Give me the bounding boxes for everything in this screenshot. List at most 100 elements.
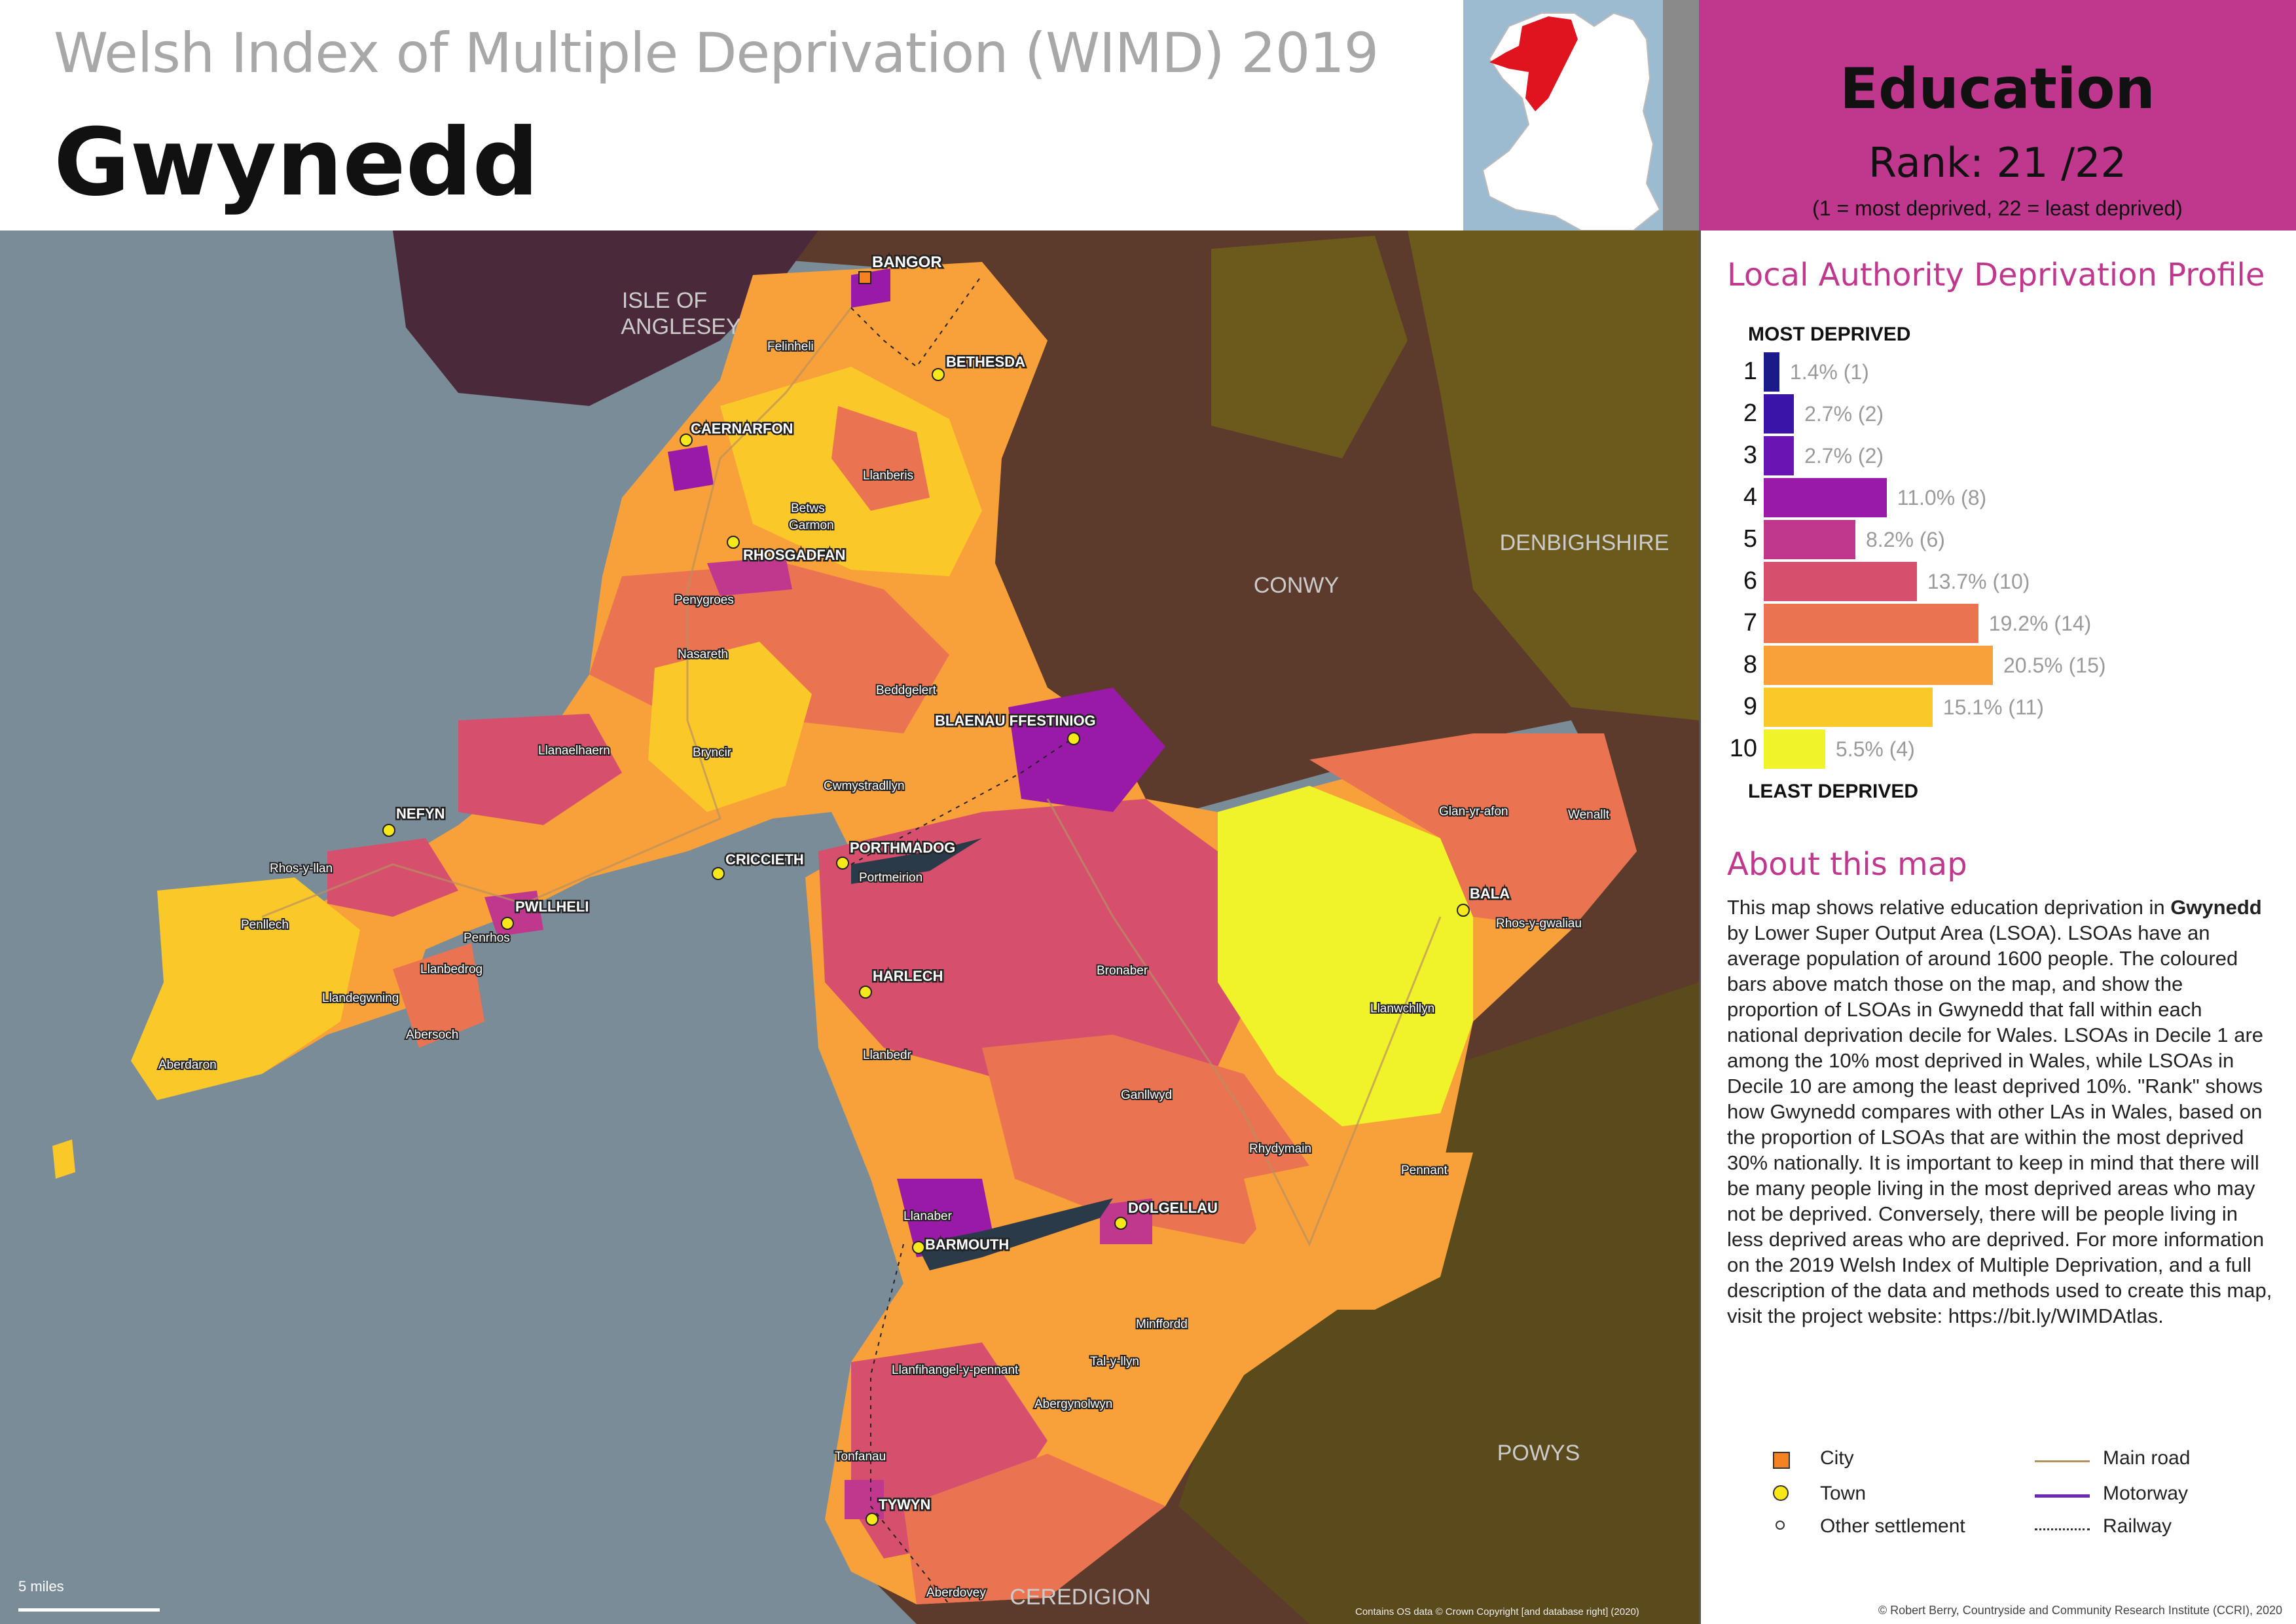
header: Welsh Index of Multiple Deprivation (WIM… [0,0,1463,232]
decile-percentage: 1.4% (1) [1789,360,1869,384]
town-label-tywyn: TYWYN [879,1496,930,1513]
settlement-label: Betws [791,502,825,515]
legend-other-settlement: Other settlement [1820,1515,1965,1537]
town-markers [382,368,1470,1526]
decile-bar [1764,604,1978,643]
railway [850,274,1081,1605]
town-label-nefyn: NEFYN [396,805,445,822]
decile-7-llanberis [831,406,930,511]
motorway-legend-icon [2035,1494,2090,1498]
decile-bar [1764,688,1933,727]
settlement-label: Garmon [789,519,834,532]
settlement-label: Penllech [241,918,289,932]
settlement-label: Aberdovey [926,1586,986,1600]
settlement-label: Llanfihangel-y-pennant [892,1363,1019,1377]
region-label-anglesey-1: ISLE OF [622,288,707,313]
decile-4-blaenau [1008,688,1165,812]
conwy-olive-area [1211,236,1408,458]
decile-percentage: 11.0% (8) [1897,486,1987,509]
town-label-dolgellau: DOLGELLAU [1128,1200,1218,1216]
town-label-criccieth: CRICCIETH [725,851,804,868]
map-title: Gwynedd [54,109,539,217]
decile-bar [1764,520,1855,559]
decile-9-llyn-west [131,877,360,1100]
rank-note: (1 = most deprived, 22 = least deprived) [1812,196,2183,220]
legend-town: Town [1820,1483,1867,1504]
decile-percentage: 20.5% (15) [2003,654,2106,677]
city-label-bangor: BANGOR [872,253,942,271]
region-label-powys: POWYS [1497,1441,1580,1466]
decile-number: 3 [1743,441,1757,469]
settlement-label: Llanbedr [863,1048,912,1062]
settlement-label: Llanberis [863,469,913,483]
settlement-label: Llanwchllyn [1370,1002,1434,1016]
decile-10-bala [1218,786,1473,1126]
settlement-label: Felinheli [767,340,814,354]
decile-percentage: 19.2% (14) [1988,612,2092,635]
decile-7-bala-east [1309,733,1637,930]
map-canvas: ISLE OF ANGLESEY CONWY DENBIGHSHIRE POWY… [18,231,1699,1624]
decile-number: 2 [1743,399,1757,427]
settlement-label: Wenallt [1568,808,1610,822]
town-label-pwllheli: PWLLHELI [515,898,589,915]
town-label-bala: BALA [1470,885,1510,902]
settlement-label: Pennant [1401,1164,1448,1177]
decile-number: 1 [1743,358,1757,385]
scale-label: 5 miles [18,1578,64,1595]
settlement-label: Aberdaron [158,1058,217,1072]
settlement-legend-icon [1776,1521,1785,1530]
settlement-label: Tal-y-llyn [1090,1355,1139,1369]
settlement-label: Rhos-y-llan [270,862,333,876]
settlement-label: Llanaber [903,1209,953,1223]
decile-5-rhosgadfan [707,557,792,596]
scale-bar [18,1608,160,1612]
mawddach-estuary [917,1198,1113,1270]
decile-bar [1764,436,1795,475]
main-road-east [1046,798,1442,1247]
region-label-denbighshire: DENBIGHSHIRE [1500,530,1669,555]
settlement-label: Llandegwning [322,991,399,1005]
gwynedd-highlight [1489,16,1578,111]
settlement-label: Beddgelert [876,684,937,697]
decile-number: 6 [1743,567,1757,595]
decile-number: 4 [1743,483,1757,511]
legend-city: City [1820,1447,1854,1469]
legend-motorway: Motorway [2103,1483,2189,1504]
settlement-label: Minffordd [1136,1318,1188,1331]
town-label-caernarfon: CAERNARFON [691,420,793,437]
decile-bar [1764,352,1779,392]
railway-legend-icon [2035,1528,2090,1530]
about-text-part: by Lower Super Output Area (LSOA). LSOAs… [1727,921,2272,1327]
settlement-label: Llanbedrog [420,963,483,976]
settlement-label: Nasareth [678,648,728,661]
settlement-label: Portmeirion [859,871,922,885]
rank-value: Rank: 21 /22 [1868,139,2126,187]
decile-percentage: 8.2% (6) [1866,528,1945,551]
settlement-label: Llanaelhaern [538,744,610,758]
decile-6-nefyn [327,838,458,917]
wales-locator-inset [1463,0,1699,231]
decile-number: 5 [1743,525,1757,553]
settlement-label: Cwmystradllyn [824,779,905,793]
town-label-porthmadog: PORTHMADOG [850,840,955,856]
decile-bar [1764,478,1887,517]
town-label-blaenau-ffestiniog: BLAENAU FFESTINIOG [935,712,1096,729]
decile-percentage: 15.1% (11) [1942,695,2044,719]
author-credit: © Robert Berry, Countryside and Communit… [1878,1604,2282,1617]
settlement-label: Abergynolwyn [1034,1397,1112,1411]
settlement-label: Rhos-y-gwaliau [1496,917,1582,931]
town-label-harlech: HARLECH [873,968,943,984]
decile-number: 8 [1743,651,1757,678]
decile-number: 7 [1743,609,1757,637]
about-text-part: This map shows relative education depriv… [1727,896,2171,919]
decile-bar [1764,646,1993,685]
decile-6-meirionnydd [818,799,1257,1113]
settlement-label: Penrhos [464,931,510,945]
main-road [261,307,852,918]
town-legend-icon [1773,1485,1789,1501]
os-credit: Contains OS data © Crown Copyright [and … [1355,1606,1639,1617]
decile-percentage: 5.5% (4) [1835,737,1915,761]
town-label-rhosgadfan: RHOSGADFAN [743,547,845,563]
decile-percentage: 2.7% (2) [1804,402,1884,426]
region-label-ceredigion: CEREDIGION [1010,1585,1150,1610]
